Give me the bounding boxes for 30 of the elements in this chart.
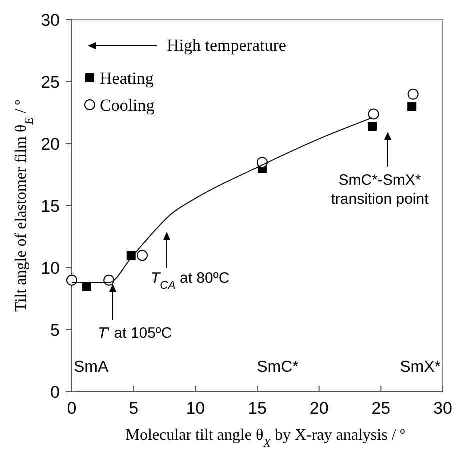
x-axis-title: Molecular tilt angle θ$_{X}$ by X-ray analysis / º bbox=[126, 427, 406, 450]
legend-label: Cooling bbox=[100, 96, 156, 115]
x-tick-label: 30 bbox=[434, 399, 452, 418]
x-tick-label: 15 bbox=[248, 399, 267, 418]
point bbox=[66, 274, 78, 286]
point bbox=[136, 250, 148, 262]
annotation: SmX* bbox=[400, 359, 441, 376]
point bbox=[368, 108, 380, 120]
annotation: T$_{CA}$ at 80ºC bbox=[151, 270, 230, 292]
y-tick-label: 5 bbox=[50, 321, 60, 340]
x-tick-label: 5 bbox=[129, 399, 139, 418]
y-tick-label: 25 bbox=[41, 73, 60, 92]
x-tick-label: 10 bbox=[186, 399, 206, 418]
point bbox=[408, 102, 417, 112]
annotation: SmA bbox=[74, 359, 109, 376]
annotation: T' at 105ºC bbox=[98, 325, 172, 342]
annotation: SmC* bbox=[257, 359, 299, 376]
x-tick-label: 0 bbox=[67, 399, 77, 418]
annotation: High temperature bbox=[167, 36, 286, 55]
x-tick-label: 25 bbox=[372, 399, 391, 418]
annotation: SmC*-SmX* transition point bbox=[331, 172, 430, 208]
y-tick-label: 15 bbox=[41, 197, 60, 216]
point bbox=[368, 122, 378, 132]
point bbox=[408, 88, 419, 100]
legend-label: Heating bbox=[100, 69, 154, 88]
y-tick-label: 20 bbox=[41, 135, 60, 154]
y-tick-label: 30 bbox=[41, 11, 60, 30]
y-tick-label: 0 bbox=[50, 383, 60, 402]
x-tick-label: 20 bbox=[310, 399, 329, 418]
y-tick-label: 10 bbox=[41, 259, 60, 278]
